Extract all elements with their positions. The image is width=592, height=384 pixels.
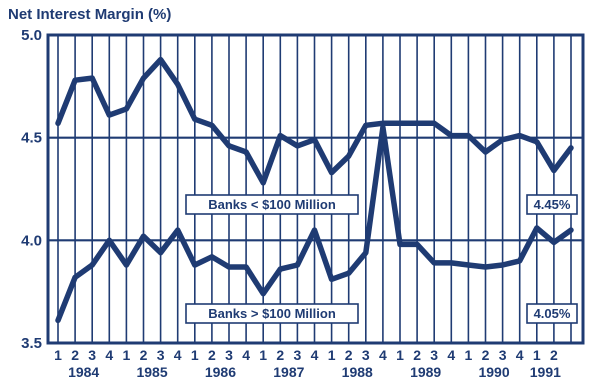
x-quarter-label: 2	[345, 347, 353, 363]
x-quarter-label: 3	[430, 347, 438, 363]
x-quarter-label: 4	[105, 347, 113, 363]
x-quarter-label: 2	[482, 347, 490, 363]
y-axis: 5.0 4.5 4.0 3.5	[21, 27, 42, 352]
end-value-large-banks: 4.05%	[534, 306, 571, 321]
x-year-label: 1985	[136, 364, 167, 380]
x-quarter-label: 2	[276, 347, 284, 363]
x-quarter-label: 3	[362, 347, 370, 363]
x-quarter-label: 1	[191, 347, 199, 363]
end-value-small-banks-box	[526, 194, 578, 215]
x-year-label: 1991	[530, 364, 561, 380]
x-quarter-label: 1	[396, 347, 404, 363]
x-quarter-label: 3	[294, 347, 302, 363]
x-quarter-label: 2	[71, 347, 79, 363]
series-name-large-banks-box	[185, 303, 359, 324]
x-quarter-label: 4	[447, 347, 455, 363]
series-name-large-banks: Banks > $100 Million	[208, 306, 336, 321]
x-quarter-label: 4	[516, 347, 524, 363]
x-quarter-label: 4	[242, 347, 250, 363]
x-quarter-label: 2	[140, 347, 148, 363]
chart-title: Net Interest Margin (%)	[8, 6, 171, 23]
x-quarter-label: 2	[208, 347, 216, 363]
x-quarter-label: 1	[123, 347, 131, 363]
series-name-small-banks-box	[185, 194, 359, 215]
y-tick-label: 3.5	[21, 335, 42, 352]
x-quarter-label: 1	[465, 347, 473, 363]
series-name-small-banks: Banks < $100 Million	[208, 197, 336, 212]
x-year-label: 1987	[273, 364, 304, 380]
x-year-label: 1986	[205, 364, 236, 380]
x-year-label: 1988	[342, 364, 373, 380]
y-tick-label: 5.0	[21, 27, 42, 44]
x-quarter-label: 4	[311, 347, 319, 363]
y-tick-label: 4.0	[21, 232, 42, 249]
x-quarter-label: 1	[54, 347, 62, 363]
gridlines	[46, 33, 585, 345]
series-labels: Banks < $100 Million Banks > $100 Million…	[185, 194, 578, 324]
x-year-label: 1989	[410, 364, 441, 380]
series-lines	[55, 56, 574, 324]
x-quarter-label: 2	[413, 347, 421, 363]
plot-frame	[46, 33, 585, 345]
x-quarter-label: 3	[225, 347, 233, 363]
x-quarter-label: 4	[379, 347, 387, 363]
x-quarter-label: 1	[533, 347, 541, 363]
x-quarter-label: 4	[174, 347, 182, 363]
x-quarter-label: 1	[328, 347, 336, 363]
series-line-large-banks	[55, 124, 574, 324]
x-quarter-label: 1	[259, 347, 267, 363]
x-quarter-label: 3	[157, 347, 165, 363]
x-year-label: 1990	[478, 364, 509, 380]
x-quarter-label: 2	[550, 347, 558, 363]
y-tick-label: 4.5	[21, 130, 42, 147]
x-quarter-label: 3	[88, 347, 96, 363]
end-value-large-banks-box	[526, 303, 578, 324]
x-quarter-label: 3	[499, 347, 507, 363]
x-year-label: 1984	[68, 364, 99, 380]
end-value-small-banks: 4.45%	[534, 197, 571, 212]
series-line-small-banks	[55, 56, 574, 186]
